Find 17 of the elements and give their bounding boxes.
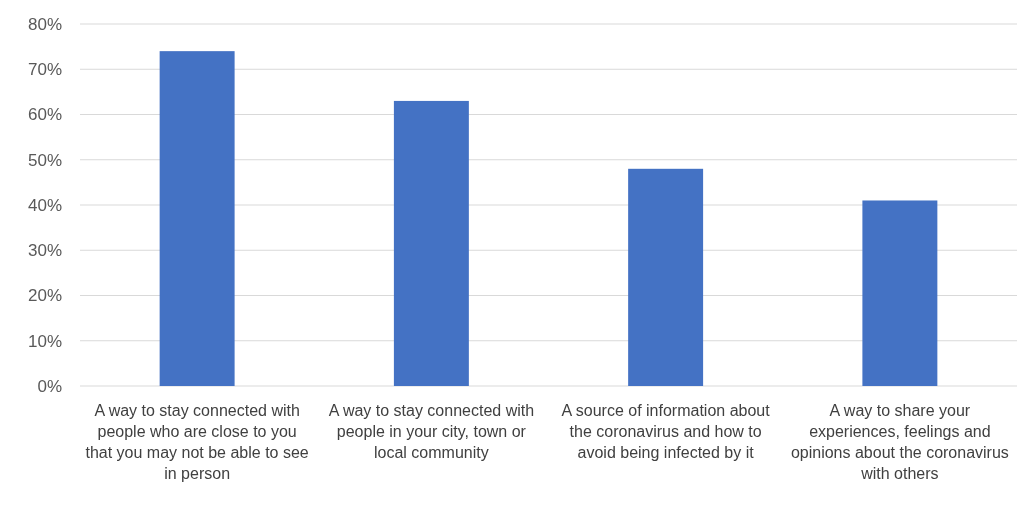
y-tick-label: 40% [27, 195, 62, 215]
x-tick-label: A way to share your experiences, feelings and opinions about the coronavirus with others [790, 402, 1009, 482]
x-tick-label: A way to stay connected with people who are close to you that you may not be able to see in person [85, 402, 309, 482]
y-tick-label: 80% [27, 14, 62, 34]
y-tick-label: 30% [27, 241, 62, 261]
bar [628, 168, 704, 386]
bar [393, 100, 469, 386]
y-tick-label: 50% [27, 150, 62, 170]
bar [862, 200, 938, 386]
y-tick-label: 20% [27, 286, 62, 306]
y-tick-label: 0% [37, 376, 62, 396]
y-tick-label: 10% [27, 331, 62, 351]
y-tick-label: 70% [27, 60, 62, 80]
x-tick-label: A source of information about the coronavirus and how to avoid being infected by it [561, 402, 771, 461]
x-tick-label: A way to stay connected with people in your city, town or local community [328, 402, 535, 461]
bar [159, 51, 235, 386]
y-tick-label: 60% [27, 105, 62, 125]
